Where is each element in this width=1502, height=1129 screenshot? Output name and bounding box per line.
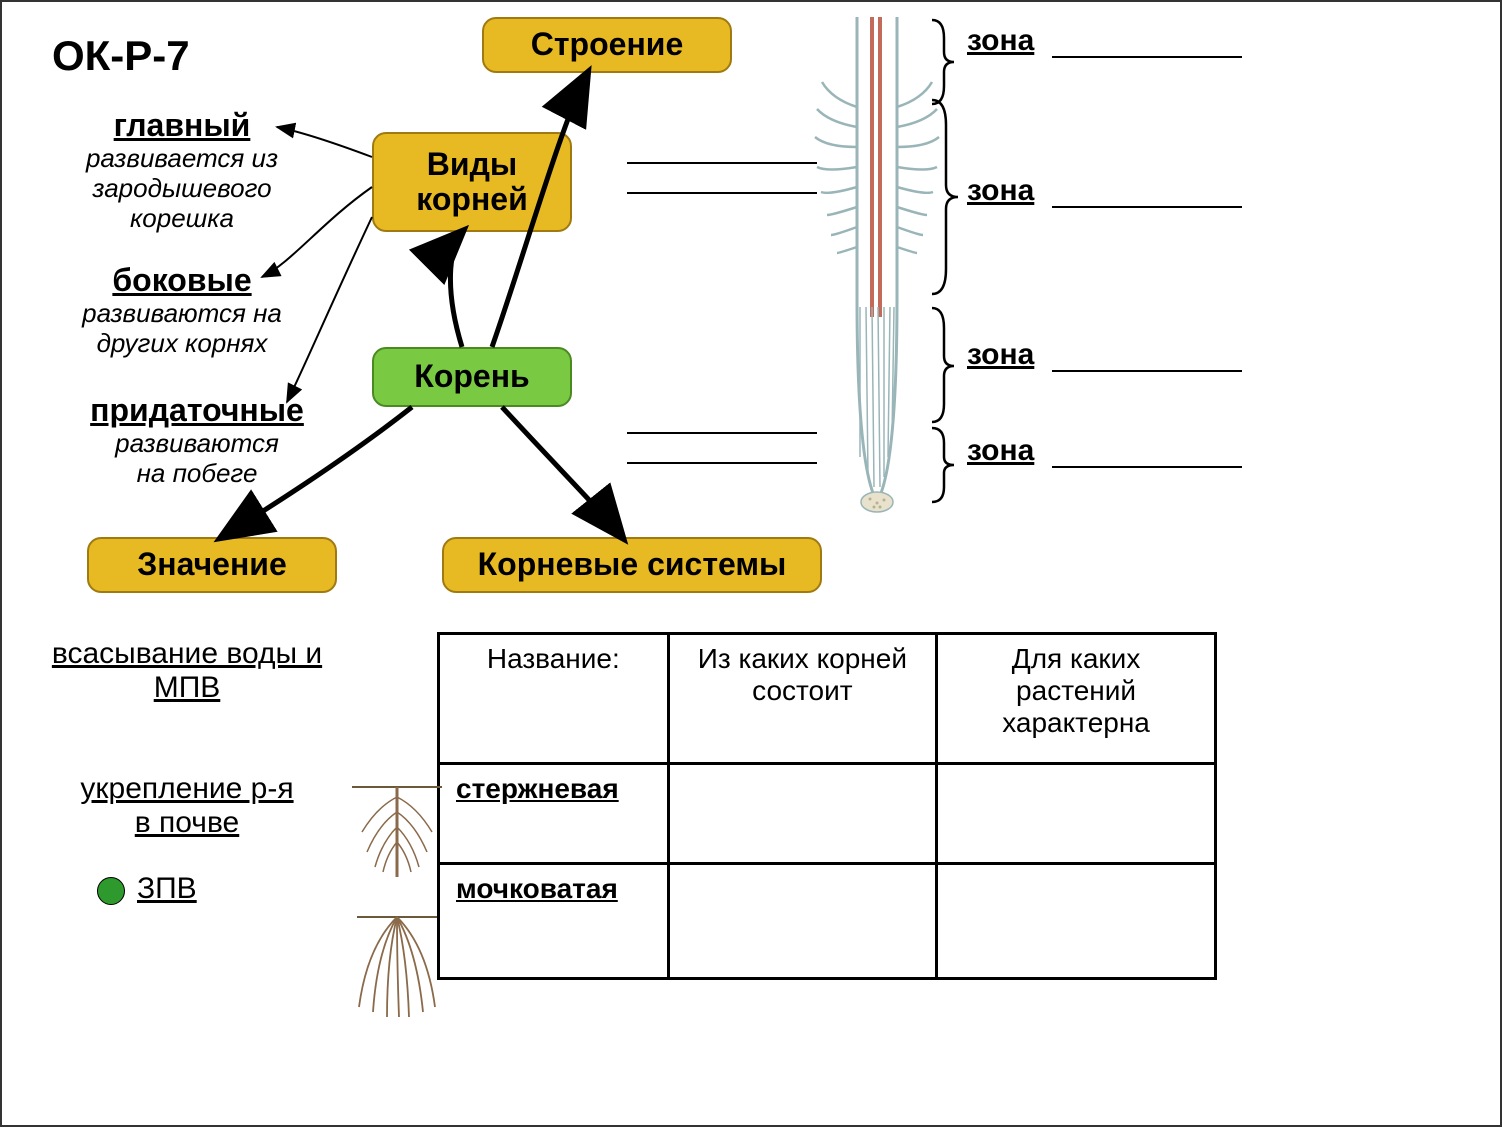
root-systems-table: Название: Из каких корней состоит Для ка… — [437, 632, 1217, 980]
annotation-header: придаточные — [42, 392, 352, 429]
zone-blank-1 — [1052, 56, 1242, 58]
table-col-plants: Для каких растений характерна — [937, 634, 1216, 764]
annotation-header: боковые — [42, 262, 322, 299]
row-label-fibrous: мочковатая — [456, 873, 618, 904]
annotation-sub: развивается из зародышевого корешка — [42, 144, 322, 234]
node-root-types: Виды корней — [372, 132, 572, 232]
worksheet-title: ОК-Р-7 — [52, 32, 190, 80]
blank-line — [627, 432, 817, 434]
blank-line — [627, 192, 817, 194]
root-tip-icon — [815, 17, 939, 512]
zone-label-1: зона — [967, 24, 1034, 58]
zone-brackets — [932, 20, 958, 502]
table-cell — [937, 864, 1216, 979]
table-col-name: Название: — [439, 634, 669, 764]
table-cell — [668, 864, 936, 979]
zone-blank-4 — [1052, 466, 1242, 468]
table-cell — [937, 764, 1216, 864]
node-root-systems: Корневые системы — [442, 537, 822, 593]
meaning-anchoring: укрепление р-я в почве — [52, 772, 322, 840]
meaning-zpv: ЗПВ — [137, 872, 237, 906]
table-row: мочковатая — [439, 864, 1216, 979]
zone-label-3: зона — [967, 338, 1034, 372]
zone-blank-2 — [1052, 206, 1242, 208]
row-label-taproot: стержневая — [456, 773, 619, 804]
table-col-composition: Из каких корней состоит — [668, 634, 936, 764]
annotation-header: главный — [42, 107, 322, 144]
zone-blank-3 — [1052, 370, 1242, 372]
blank-line — [627, 462, 817, 464]
node-meaning: Значение — [87, 537, 337, 593]
meaning-absorption: всасывание воды и МПВ — [22, 637, 352, 705]
annotation-lateral-root: боковые развиваются на других корнях — [42, 262, 322, 359]
node-structure: Строение — [482, 17, 732, 73]
zone-label-2: зона — [967, 174, 1034, 208]
taproot-icon — [352, 787, 442, 877]
fibrous-root-icon — [357, 917, 437, 1017]
zone-label-4: зона — [967, 434, 1034, 468]
table-cell — [668, 764, 936, 864]
diagram-canvas: ОК-Р-7 Строение Виды корней Корень Значе… — [0, 0, 1502, 1127]
table-header-row: Название: Из каких корней состоит Для ка… — [439, 634, 1216, 764]
annotation-sub: развиваются на побеге — [42, 429, 352, 489]
zpv-dot-icon — [97, 877, 125, 905]
node-root: Корень — [372, 347, 572, 407]
table-row: стержневая — [439, 764, 1216, 864]
blank-line — [627, 162, 817, 164]
annotation-main-root: главный развивается из зародышевого коре… — [42, 107, 322, 233]
annotation-adventitious-root: придаточные развиваются на побеге — [42, 392, 352, 489]
annotation-sub: развиваются на других корнях — [42, 299, 322, 359]
